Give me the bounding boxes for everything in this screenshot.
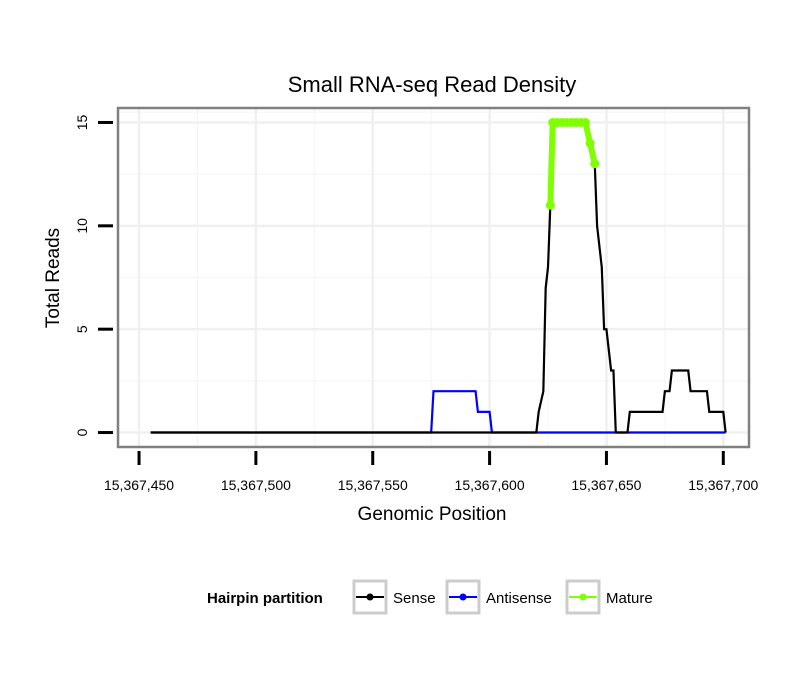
- series-line-sense: [150, 121, 727, 434]
- legend-dot-sense: [366, 593, 374, 601]
- mature-point: [590, 159, 600, 169]
- x-tick-label: 15,367,600: [455, 477, 525, 493]
- y-tick-label: 10: [74, 218, 90, 234]
- legend-label-mature: Mature: [606, 590, 653, 607]
- x-tick-label: 15,367,700: [688, 477, 758, 493]
- y-tick-label: 0: [74, 428, 90, 436]
- mature-point: [545, 200, 555, 210]
- legend-label-antisense: Antisense: [486, 590, 552, 607]
- legend-title: Hairpin partition: [207, 590, 323, 607]
- x-tick-label: 15,367,550: [338, 477, 408, 493]
- legend: Hairpin partition Sense Antisense Mature: [207, 579, 653, 615]
- y-tick-label: 15: [74, 114, 90, 130]
- legend-label-sense: Sense: [393, 590, 436, 607]
- x-axis-label: Genomic Position: [358, 504, 507, 525]
- chart-title: Small RNA-seq Read Density: [288, 72, 577, 97]
- legend-dot-antisense: [459, 593, 467, 601]
- mature-point: [580, 117, 590, 127]
- x-tick-label: 15,367,650: [571, 477, 641, 493]
- y-tick-label: 5: [74, 325, 90, 333]
- x-tick-label: 15,367,500: [221, 477, 291, 493]
- series-line-antisense: [150, 390, 726, 434]
- y-axis-label: Total Reads: [43, 228, 64, 328]
- plot-border: [116, 106, 751, 449]
- legend-dot-mature: [579, 593, 587, 601]
- x-tick-label: 15,367,450: [104, 477, 174, 493]
- mature-point: [585, 138, 595, 148]
